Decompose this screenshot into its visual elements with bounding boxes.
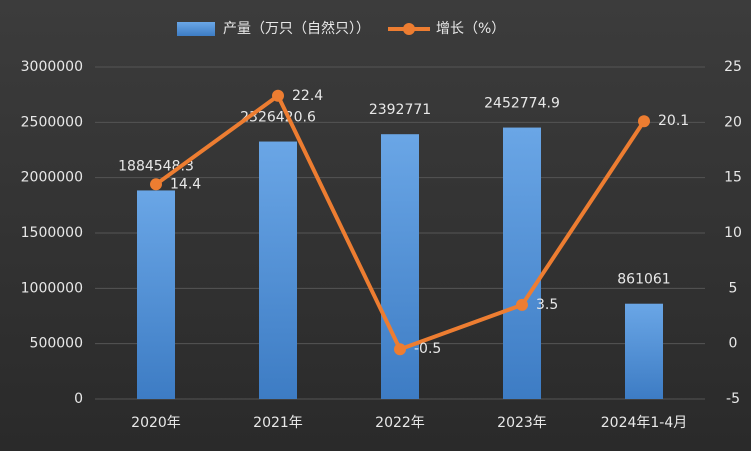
line-value-label: -0.5 (414, 341, 441, 357)
bar-value-label: 2326420.6 (240, 110, 316, 126)
bar (259, 141, 297, 399)
y2-tick-label: 0 (729, 336, 738, 352)
bar (625, 303, 663, 399)
bar (503, 127, 541, 400)
bar-value-label: 2452774.9 (484, 96, 560, 112)
y-tick-label: 1000000 (21, 280, 83, 296)
bar-value-label: 2392771 (369, 102, 431, 118)
y2-tick-label: 5 (729, 280, 738, 296)
y2-tick-label: 20 (724, 114, 742, 130)
line-point (272, 89, 284, 102)
x-tick-label: 2022年 (375, 415, 425, 431)
y2-tick-label: 25 (724, 59, 742, 75)
y-tick-label: 0 (74, 391, 83, 407)
y-tick-label: 500000 (30, 336, 83, 352)
legend-label: 产量（万只（自然只）） (223, 20, 370, 37)
line-point (638, 115, 650, 128)
bar (381, 134, 419, 399)
line-point (394, 343, 406, 356)
line-value-label: 3.5 (536, 297, 558, 313)
line-value-label: 14.4 (170, 176, 201, 192)
line-value-label: 22.4 (292, 88, 323, 104)
y2-tick-label: 10 (724, 225, 742, 241)
line-value-label: 20.1 (658, 113, 689, 129)
y2-tick-label: 15 (724, 170, 742, 186)
legend-swatch (403, 23, 415, 35)
line-point (516, 298, 528, 311)
x-tick-label: 2020年 (131, 415, 181, 431)
x-tick-label: 2023年 (497, 415, 547, 431)
legend-swatch (177, 22, 215, 36)
y-tick-label: 2500000 (21, 114, 83, 130)
bar (137, 190, 175, 399)
legend-label: 增长（%） (436, 21, 505, 37)
x-tick-label: 2024年1-4月 (601, 415, 688, 431)
line-point (150, 178, 162, 191)
bar-value-label: 861061 (617, 272, 670, 288)
y-tick-label: 1500000 (21, 225, 83, 241)
x-tick-label: 2021年 (253, 415, 303, 431)
y-tick-label: 3000000 (21, 59, 83, 75)
y-tick-label: 2000000 (21, 170, 83, 186)
y2-tick-label: -5 (726, 391, 740, 407)
